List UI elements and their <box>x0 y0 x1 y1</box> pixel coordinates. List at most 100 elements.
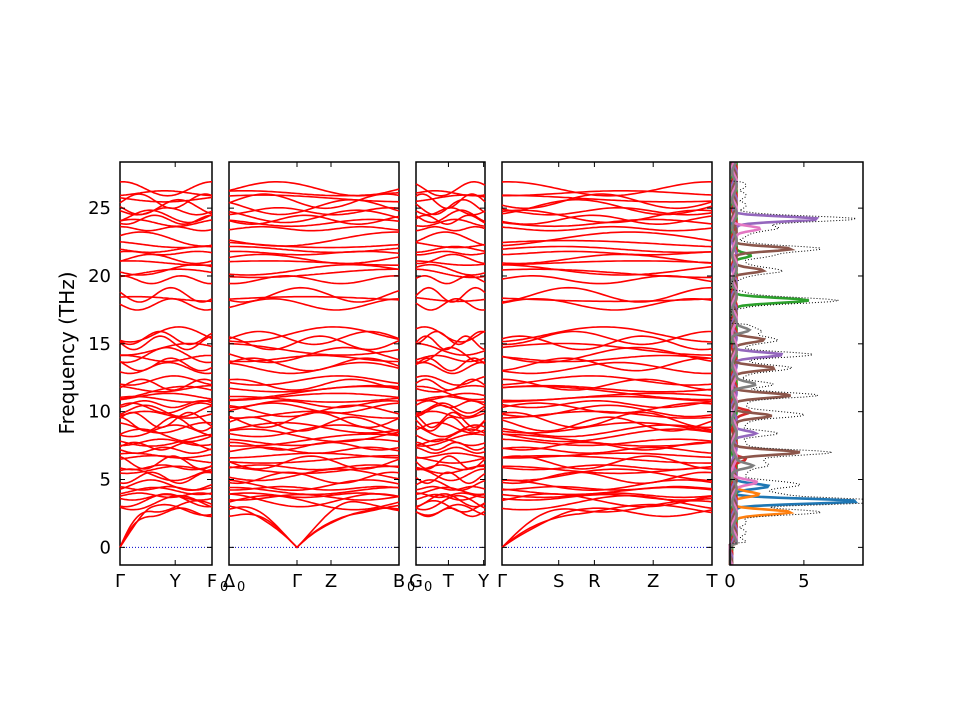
band-branch <box>501 402 713 414</box>
y-tick-label: 15 <box>88 334 111 355</box>
band-branch <box>415 253 486 265</box>
x-tick-sublabel: 0 <box>220 580 228 595</box>
band-branch <box>501 361 712 375</box>
x-tick-label: T <box>442 571 455 592</box>
band-branch <box>119 428 213 443</box>
band-branch <box>119 190 213 197</box>
band-branch <box>119 196 213 203</box>
band-branch <box>119 214 213 226</box>
band-branch <box>415 181 486 197</box>
band-branch <box>229 400 400 409</box>
band-branch <box>501 493 713 508</box>
band-branch <box>228 428 400 443</box>
band-branch <box>501 253 713 265</box>
band-branch <box>501 438 713 447</box>
band-branch <box>228 330 400 346</box>
band-branch <box>119 455 213 470</box>
band-branch <box>228 500 400 549</box>
band-branch <box>228 446 400 454</box>
band-branch <box>415 455 486 470</box>
panel-frame <box>501 161 713 566</box>
band-branch <box>228 253 400 265</box>
x-tick-label: G <box>409 571 423 592</box>
band-branch <box>501 428 713 443</box>
band-branch <box>119 354 212 363</box>
band-branch <box>415 286 486 303</box>
band-branch <box>501 198 713 216</box>
band-branch <box>501 181 712 197</box>
band-branch <box>228 357 400 372</box>
band-branch <box>501 231 713 247</box>
band-branch <box>415 346 486 364</box>
band-branch <box>501 342 712 356</box>
band-branch <box>119 492 213 499</box>
band-branch <box>119 493 213 501</box>
band-branch <box>228 464 400 471</box>
band-branch <box>501 424 713 438</box>
band-branch <box>228 455 400 470</box>
band-branch <box>415 446 486 454</box>
band-branch <box>119 231 213 247</box>
band-branch <box>416 402 486 414</box>
band-branch <box>415 421 486 434</box>
band-branch <box>228 384 400 393</box>
band-branch <box>501 250 713 256</box>
band-branch <box>501 479 713 491</box>
x-tick-label: Δ <box>223 571 236 592</box>
band-branch <box>501 446 713 454</box>
band-branch <box>415 375 486 386</box>
band-branch <box>119 209 213 224</box>
band-branch <box>119 464 213 471</box>
band-branch <box>120 342 213 356</box>
x-tick-label: R <box>588 571 601 592</box>
band-branch <box>119 479 213 491</box>
band-branch <box>120 438 213 447</box>
band-branch <box>119 433 213 447</box>
band-branch <box>416 385 486 401</box>
partial-dos-curve <box>728 161 757 566</box>
band-branch <box>228 225 400 232</box>
band-branch <box>119 326 213 343</box>
band-branch <box>228 295 400 301</box>
band-branch <box>228 438 400 447</box>
x-tick-sublabel: 0 <box>424 580 432 595</box>
band-branch <box>119 218 213 228</box>
band-branch <box>228 214 400 226</box>
band-branch <box>501 421 713 434</box>
band-branch <box>415 428 486 443</box>
band-branch <box>502 452 713 459</box>
band-branch <box>415 424 486 438</box>
band-branch <box>119 330 213 346</box>
band-branch <box>119 375 213 386</box>
band-branch <box>415 263 486 276</box>
band-branch <box>229 392 400 402</box>
band-branch <box>228 335 400 351</box>
band-branch <box>119 274 212 285</box>
band-branch <box>415 218 486 228</box>
band-branch <box>119 471 213 485</box>
band-branch <box>228 231 399 247</box>
band-branch <box>415 268 486 279</box>
band-branch <box>501 416 713 432</box>
band-branch <box>415 361 486 375</box>
x-tick-label: Y <box>477 571 490 592</box>
band-branch <box>119 361 213 375</box>
band-branch <box>228 194 400 203</box>
band-branch <box>228 263 400 276</box>
band-branch <box>415 479 486 491</box>
x-tick-label: S <box>553 571 564 592</box>
band-branch <box>501 468 713 482</box>
band-branch <box>501 493 713 501</box>
band-branch <box>501 384 713 393</box>
dos-clip-mask <box>864 160 960 567</box>
band-branch <box>501 297 713 303</box>
band-branch <box>228 206 400 216</box>
band-branch <box>119 446 213 454</box>
band-branch <box>228 471 400 485</box>
band-branch <box>415 395 485 403</box>
band-branch <box>501 326 713 343</box>
band-branch <box>119 402 213 414</box>
band-branch <box>228 424 400 438</box>
